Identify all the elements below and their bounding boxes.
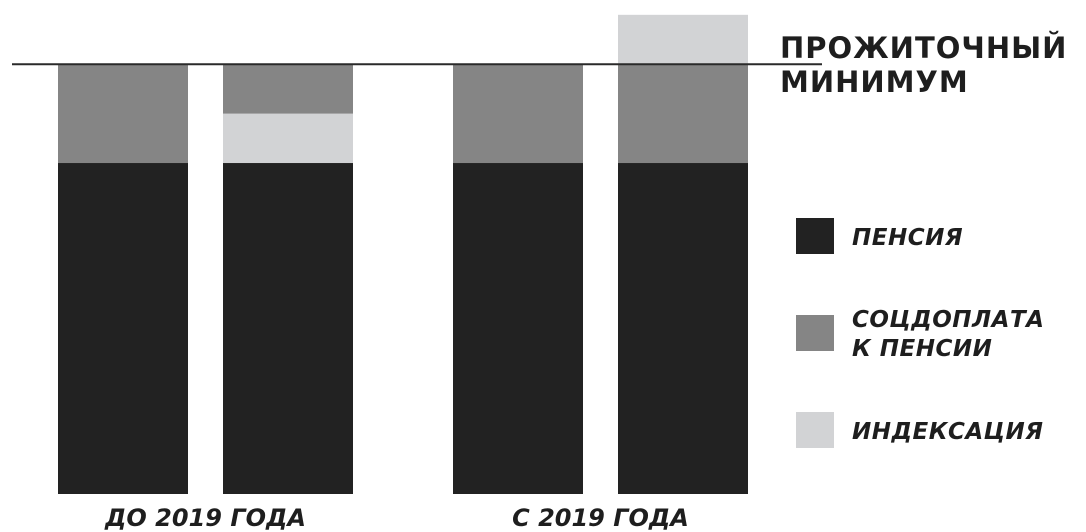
reference-line-label: ПРОЖИТОЧНЫЙ — [780, 31, 1067, 65]
bar-1 — [58, 64, 188, 494]
category-label: ДО 2019 ГОДА — [104, 504, 306, 532]
legend-swatch — [796, 412, 834, 448]
legend-item: СОЦДОПЛАТА К ПЕНСИИ — [796, 307, 1044, 362]
legend-label: ИНДЕКСАЦИЯ — [852, 419, 1043, 445]
legend-swatch — [796, 315, 834, 351]
bar-segment — [223, 113, 353, 164]
category-label: С 2019 ГОДА — [512, 504, 689, 532]
legend-label: СОЦДОПЛАТА — [852, 307, 1044, 333]
bar-segment — [223, 64, 353, 114]
reference-line-label: МИНИМУМ — [780, 65, 969, 99]
bar-segment — [618, 64, 748, 164]
bar-segment — [453, 64, 583, 164]
legend-swatch — [796, 218, 834, 254]
legend-item: ПЕНСИЯ — [796, 218, 963, 254]
category-labels: ДО 2019 ГОДА С 2019 ГОДА — [104, 504, 689, 532]
bar-segment — [58, 163, 188, 494]
bar-2 — [223, 64, 353, 494]
bar-segment — [223, 163, 353, 494]
bar-4 — [618, 14, 748, 494]
legend-label: К ПЕНСИИ — [852, 336, 992, 362]
bar-segment — [618, 163, 748, 494]
bar-segment — [618, 14, 748, 65]
legend-item: ИНДЕКСАЦИЯ — [796, 412, 1043, 448]
legend-label: ПЕНСИЯ — [852, 225, 963, 251]
bar-3 — [453, 64, 583, 494]
bar-segment — [58, 64, 188, 164]
legend: ПЕНСИЯ СОЦДОПЛАТА К ПЕНСИИ ИНДЕКСАЦИЯ — [796, 218, 1044, 448]
bar-segment — [453, 163, 583, 494]
bars-layer — [58, 14, 748, 494]
